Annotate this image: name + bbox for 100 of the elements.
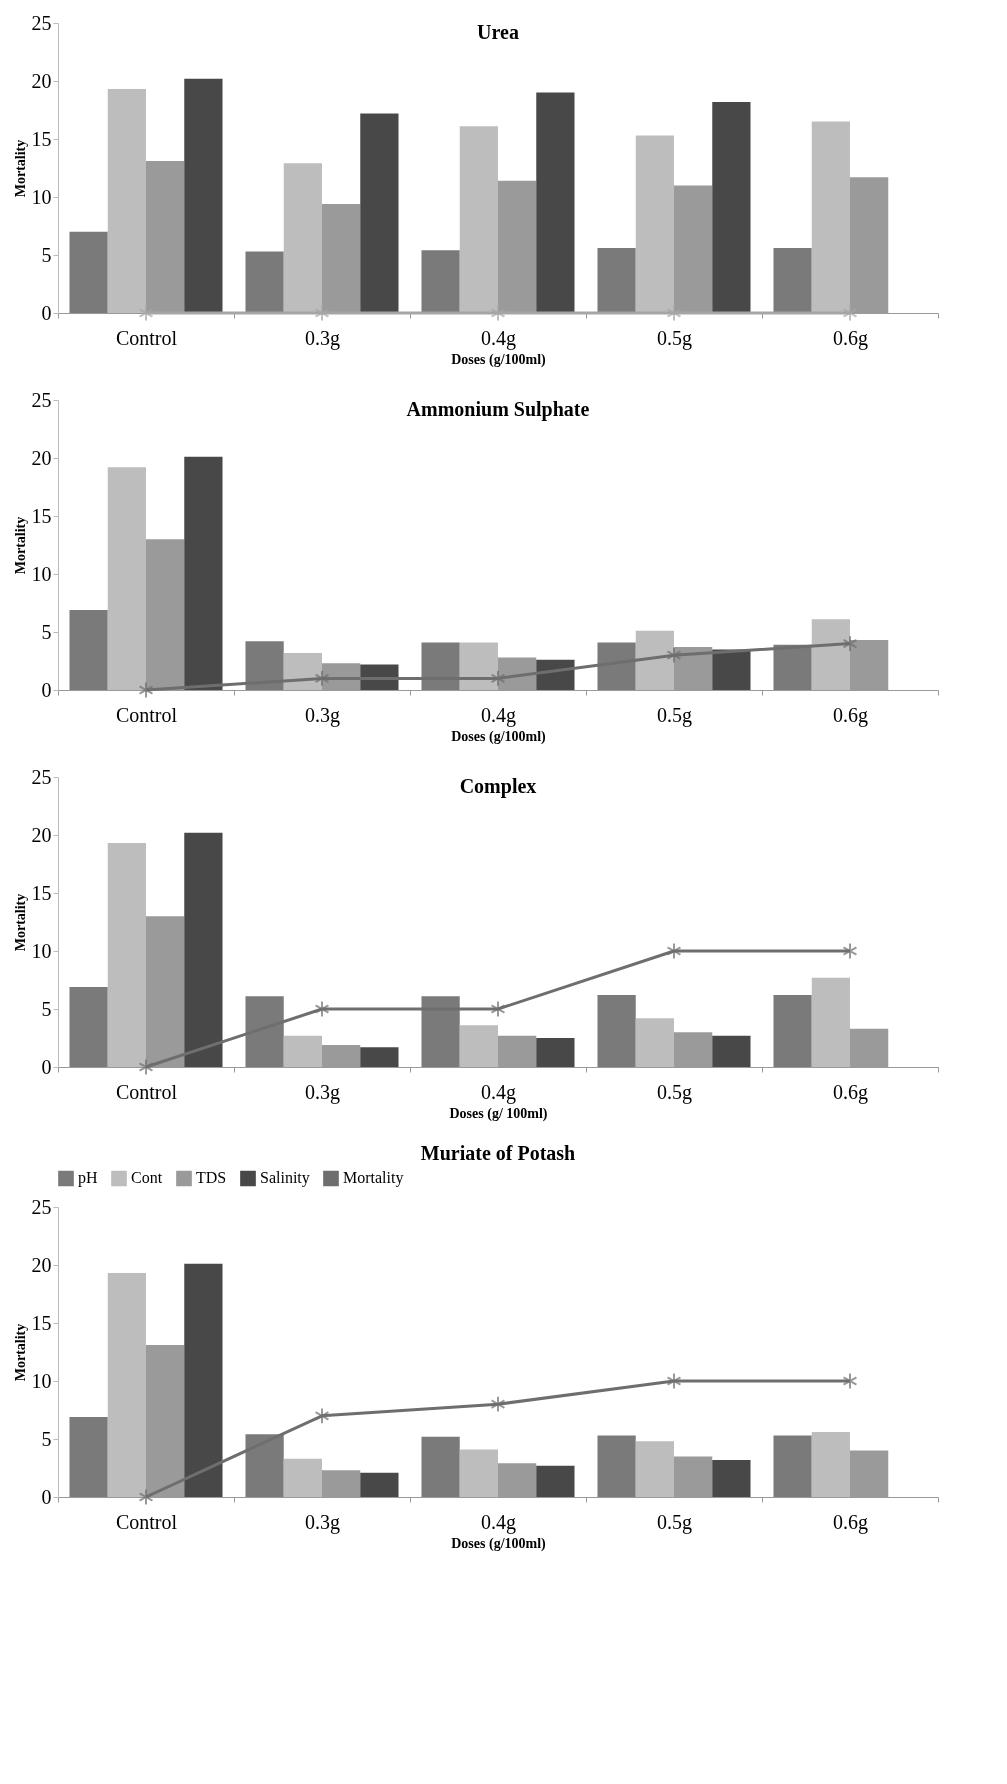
point — [314, 669, 330, 687]
x-tick-label: 0.6g — [833, 326, 868, 350]
bar — [811, 977, 850, 1067]
bar — [635, 135, 674, 313]
bar — [459, 126, 498, 313]
x-tick-label: 0.6g — [833, 1510, 868, 1534]
bar — [773, 995, 812, 1067]
y-axis-title: Mortality — [12, 139, 28, 198]
chart-title: Complex — [459, 775, 537, 798]
point — [842, 635, 858, 653]
x-tick-label: 0.4g — [481, 703, 516, 727]
bar — [773, 1435, 812, 1497]
y-tick-label: 15 — [31, 504, 52, 527]
bar — [811, 1432, 850, 1497]
point — [490, 669, 506, 687]
y-tick-label: 0 — [41, 301, 52, 324]
x-tick-label: 0.5g — [657, 703, 692, 727]
chart-title: Urea — [477, 21, 519, 43]
y-tick-label: 25 — [31, 1195, 52, 1218]
legend-label: TDS — [196, 1169, 227, 1187]
x-tick-label: 0.6g — [833, 1080, 868, 1104]
bar — [69, 609, 108, 690]
bar — [421, 250, 460, 313]
point — [314, 1407, 330, 1425]
legend-label: pH — [78, 1169, 98, 1188]
point — [666, 942, 682, 960]
bar — [421, 1436, 460, 1497]
y-tick-label: 25 — [31, 388, 52, 411]
bar — [107, 843, 146, 1067]
x-tick-label: 0.5g — [657, 1080, 692, 1104]
bar — [184, 456, 223, 690]
y-tick-label: 20 — [31, 1253, 52, 1276]
x-axis-title: Doses (g/100ml) — [451, 728, 547, 745]
bar — [283, 1458, 322, 1497]
point — [490, 1395, 506, 1413]
point — [314, 1000, 330, 1018]
bar — [712, 649, 751, 690]
legend-label: Mortality — [343, 1169, 404, 1188]
point — [842, 1372, 858, 1390]
bar — [107, 467, 146, 690]
point — [666, 646, 682, 664]
bar — [635, 630, 674, 690]
bar — [635, 1018, 674, 1067]
bar — [811, 121, 850, 313]
bar — [712, 1035, 751, 1067]
chart-title: Muriate of Potash — [420, 1142, 576, 1164]
y-tick-label: 5 — [41, 243, 52, 266]
x-tick-label: 0.3g — [305, 703, 340, 727]
y-axis-title: Mortality — [12, 1323, 28, 1382]
y-tick-label: 25 — [31, 765, 52, 788]
bar — [107, 1273, 146, 1497]
y-tick-label: 15 — [31, 127, 52, 150]
bar — [360, 1047, 399, 1067]
y-tick-label: 15 — [31, 1311, 52, 1334]
bar — [712, 1459, 751, 1497]
y-tick-label: 0 — [41, 1055, 52, 1078]
bar — [773, 248, 812, 313]
bar — [536, 1038, 575, 1067]
bar — [69, 231, 108, 313]
bar — [635, 1441, 674, 1497]
y-tick-label: 0 — [41, 678, 52, 701]
x-tick-label: 0.4g — [481, 326, 516, 350]
y-tick-label: 0 — [41, 1485, 52, 1508]
y-tick-label: 25 — [31, 11, 52, 34]
legend-label: Cont — [131, 1169, 163, 1187]
bar — [360, 1472, 399, 1497]
y-axis-title: Mortality — [12, 893, 28, 952]
y-tick-label: 20 — [31, 69, 52, 92]
x-tick-label: 0.5g — [657, 326, 692, 350]
x-tick-label: 0.3g — [305, 1080, 340, 1104]
point — [138, 1058, 154, 1076]
x-tick-label: Control — [115, 1510, 178, 1533]
x-tick-label: 0.4g — [481, 1510, 516, 1534]
x-axis-title: Doses (g/ 100ml) — [449, 1105, 548, 1122]
x-tick-label: 0.3g — [305, 1510, 340, 1534]
x-tick-label: 0.5g — [657, 1510, 692, 1534]
bar — [283, 163, 322, 313]
bar — [811, 619, 850, 690]
point — [138, 1488, 154, 1506]
y-tick-label: 10 — [31, 562, 52, 585]
bar — [459, 642, 498, 690]
bar — [360, 113, 399, 313]
bar — [283, 1035, 322, 1067]
bar — [597, 1435, 636, 1497]
x-tick-label: Control — [115, 326, 178, 349]
bar — [536, 1465, 575, 1497]
x-tick-label: Control — [115, 703, 178, 726]
bar — [69, 1416, 108, 1497]
point — [842, 942, 858, 960]
point — [490, 1000, 506, 1018]
bar — [69, 986, 108, 1067]
bar — [536, 92, 575, 313]
x-axis-title: Doses (g/100ml) — [451, 1535, 547, 1552]
y-axis-title: Mortality — [12, 516, 28, 575]
y-tick-label: 10 — [31, 185, 52, 208]
y-tick-label: 5 — [41, 997, 52, 1020]
bar — [184, 832, 223, 1067]
y-tick-label: 5 — [41, 620, 52, 643]
bar — [597, 248, 636, 313]
bar — [712, 101, 751, 313]
